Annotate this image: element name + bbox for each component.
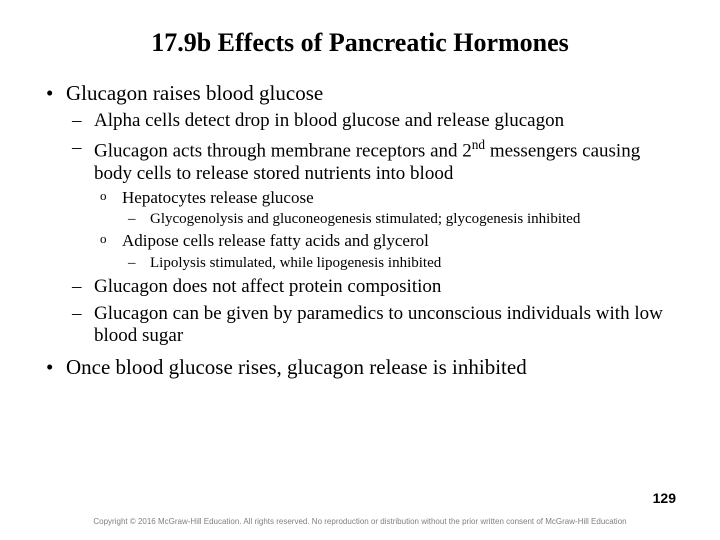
bullet-list: Lipolysis stimulated, while lipogenesis … <box>122 254 678 272</box>
bullet-text: Glucagon acts through membrane receptors… <box>94 140 472 161</box>
bullet-list: Glycogenolysis and gluconeogenesis stimu… <box>122 210 678 228</box>
list-item: Glucagon raises blood glucose Alpha cell… <box>42 80 678 348</box>
list-item: Glucagon does not affect protein composi… <box>66 276 678 299</box>
bullet-list: Alpha cells detect drop in blood glucose… <box>66 110 678 348</box>
bullet-text: Adipose cells release fatty acids and gl… <box>122 231 429 250</box>
page-number: 129 <box>653 490 676 506</box>
list-item: Adipose cells release fatty acids and gl… <box>94 231 678 271</box>
superscript: nd <box>472 137 485 152</box>
list-item: Hepatocytes release glucose Glycogenolys… <box>94 188 678 228</box>
slide-title: 17.9b Effects of Pancreatic Hormones <box>42 28 678 58</box>
bullet-text: Hepatocytes release glucose <box>122 188 314 207</box>
list-item: Glucagon acts through membrane receptors… <box>66 137 678 272</box>
bullet-list: Glucagon raises blood glucose Alpha cell… <box>42 80 678 380</box>
bullet-list: Hepatocytes release glucose Glycogenolys… <box>94 188 678 272</box>
list-item: Glycogenolysis and gluconeogenesis stimu… <box>122 210 678 228</box>
list-item: Once blood glucose rises, glucagon relea… <box>42 354 678 380</box>
bullet-text: Glucagon raises blood glucose <box>66 81 323 105</box>
list-item: Alpha cells detect drop in blood glucose… <box>66 110 678 133</box>
list-item: Lipolysis stimulated, while lipogenesis … <box>122 254 678 272</box>
copyright-text: Copyright © 2016 McGraw-Hill Education. … <box>0 517 720 526</box>
list-item: Glucagon can be given by paramedics to u… <box>66 303 678 349</box>
